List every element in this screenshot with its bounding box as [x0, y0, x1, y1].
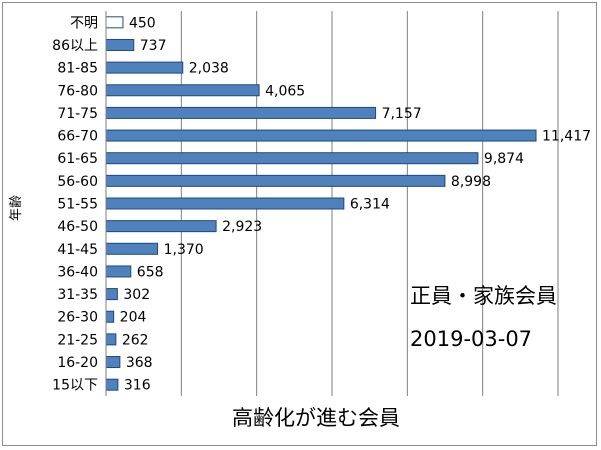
data-label: 262	[122, 332, 149, 348]
category-tick-label: 15以下	[52, 378, 98, 394]
data-label: 4,065	[265, 83, 305, 99]
bar	[105, 310, 115, 323]
bar	[105, 378, 119, 391]
bar	[105, 333, 117, 346]
bar	[105, 38, 135, 51]
category-tick-label: 66-70	[57, 129, 98, 145]
category-tick-label: 不明	[70, 15, 98, 31]
data-label: 8,998	[451, 174, 491, 190]
category-tick-label: 16-20	[57, 355, 98, 371]
bar	[105, 152, 479, 165]
bar	[105, 106, 377, 119]
data-label: 9,874	[484, 151, 524, 167]
bar	[105, 16, 124, 29]
category-tick-label: 41-45	[57, 242, 98, 258]
data-label: 11,417	[542, 129, 591, 145]
bar	[105, 61, 184, 74]
chart-frame: 不明 86以上 81-85 76-80 71-75 66-70 61-65 56-60 51-5…	[2, 2, 597, 446]
bar	[105, 220, 217, 233]
data-label: 302	[123, 287, 150, 303]
data-label: 316	[124, 378, 151, 394]
category-tick-label: 61-65	[57, 151, 98, 167]
data-label: 2,923	[222, 219, 262, 235]
data-labels: 450 737 2,038 4,065 7,157 11,417 9,874 8,998 6,3…	[120, 15, 591, 393]
category-tick-label: 56-60	[57, 174, 98, 190]
bar	[105, 84, 260, 97]
bar	[105, 265, 132, 278]
bar	[105, 129, 537, 142]
category-tick-label: 26-30	[57, 310, 98, 326]
bar	[105, 174, 446, 187]
data-label: 7,157	[382, 106, 422, 122]
x-axis-label: 高齢化が進む会員	[232, 406, 400, 430]
bar	[105, 242, 159, 255]
bar-chart: 不明 86以上 81-85 76-80 71-75 66-70 61-65 56-60 51-5…	[9, 11, 591, 430]
y-axis-label: 年齢	[9, 195, 24, 221]
data-label: 204	[120, 310, 147, 326]
category-tick-label: 31-35	[57, 287, 98, 303]
data-label: 450	[129, 15, 156, 31]
data-label: 368	[126, 355, 153, 371]
bar	[105, 356, 121, 369]
category-tick-label: 81-85	[57, 61, 98, 77]
category-tick-label: 51-55	[57, 197, 98, 213]
data-label: 737	[140, 38, 167, 54]
data-label: 2,038	[189, 61, 229, 77]
category-tick-label: 21-25	[57, 332, 98, 348]
annotation-date: 2019-03-07	[410, 327, 532, 351]
data-label: 1,370	[164, 242, 204, 258]
bar	[105, 197, 345, 210]
bar	[105, 288, 118, 301]
data-label: 6,314	[350, 197, 390, 213]
bars	[105, 16, 537, 391]
annotation-member-type: 正員・家族会員	[410, 284, 557, 308]
category-tick-label: 86以上	[52, 38, 98, 54]
category-tick-label: 76-80	[57, 83, 98, 99]
category-tick-label: 71-75	[57, 106, 98, 122]
category-tick-label: 46-50	[57, 219, 98, 235]
data-label: 658	[137, 264, 164, 280]
category-tick-label: 36-40	[57, 264, 98, 280]
category-tick-labels: 不明 86以上 81-85 76-80 71-75 66-70 61-65 56-60 51-5…	[52, 15, 98, 393]
